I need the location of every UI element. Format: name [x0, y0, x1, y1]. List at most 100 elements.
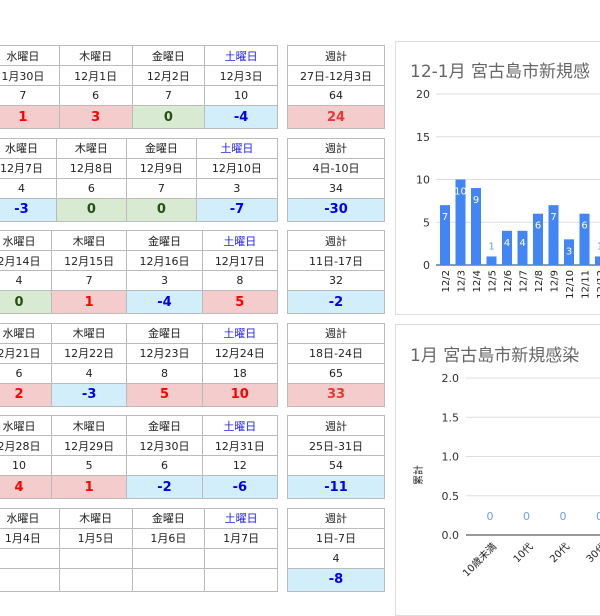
data-label: 6 — [535, 221, 541, 232]
date-cell: 12月29日 — [50, 435, 128, 456]
weekday-header: 土曜日 — [204, 45, 278, 66]
weekday-header: 木曜日 — [50, 322, 128, 344]
diff-cell: 5 — [126, 382, 203, 407]
range-cell: 18日-24日 — [287, 342, 385, 364]
data-label: 0 — [596, 510, 600, 523]
date-cell: 1月7日 — [204, 527, 278, 549]
x-tick-label: 12/11 — [581, 270, 592, 299]
weekday-header: 土曜日 — [201, 230, 279, 251]
range-cell: 11日-17日 — [287, 250, 385, 271]
range-cell: 4日-10日 — [287, 157, 385, 179]
week-total-table: 週計 25日-31日 54 -11 — [287, 415, 385, 499]
y-tick-label: 0.0 — [442, 529, 460, 542]
data-label: 7 — [442, 212, 448, 223]
diff-cell — [131, 567, 206, 592]
diff-cell: -2 — [126, 475, 203, 499]
weekday-header: 水曜日 — [0, 230, 52, 251]
diff-cell: 0 — [125, 197, 197, 222]
weekday-header: 木曜日 — [55, 137, 127, 159]
bar — [595, 256, 600, 265]
week-table: 水曜日 木曜日 金曜日 土曜日 1月4日 1月5日 1月6日 1月7日 — [0, 507, 278, 592]
date-cell: 12月3日 — [204, 65, 278, 86]
diff-cell: 1 — [50, 475, 128, 499]
bar — [486, 256, 497, 265]
data-label: 0 — [487, 510, 494, 523]
diff-cell: -3 — [50, 382, 128, 407]
total-header: 週計 — [287, 45, 385, 66]
weekday-header: 水曜日 — [0, 322, 52, 344]
data-label: 0 — [560, 510, 567, 523]
count-cell: 10 — [0, 455, 52, 476]
weekday-header: 金曜日 — [126, 415, 203, 436]
weekday-header: 金曜日 — [131, 45, 206, 66]
week-total-table: 週計 18日-24日 65 33 — [287, 322, 385, 407]
x-tick-label: 12/7 — [519, 270, 530, 292]
diff-cell: 4 — [0, 475, 52, 499]
range-cell: 1日-7日 — [287, 527, 385, 549]
date-cell: 12月23日 — [126, 342, 203, 364]
date-cell: 1月30日 — [0, 65, 60, 86]
count-cell: 7 — [50, 270, 128, 291]
bar — [533, 213, 543, 265]
count-cell: 6 — [58, 85, 133, 106]
week-table: 水曜日 木曜日 金曜日 土曜日 12月7日 12月8日 12月9日 12月10日 4 6 7 3 -3 0… — [0, 137, 279, 222]
diff-cell — [58, 567, 133, 592]
count-cell: 12 — [201, 455, 279, 476]
data-label: 1 — [597, 241, 600, 252]
count-cell: 4 — [0, 177, 57, 199]
count-cell: 4 — [50, 362, 128, 384]
daily-bar-chart: 0 5 10 15 20 7 12/2 10 12/3 9 12/4 1 12/5 4 12/6 4 12/7 6… — [416, 88, 600, 299]
x-tick-label: 12/9 — [550, 270, 561, 292]
date-cell: 1月6日 — [131, 527, 206, 549]
count-cell: 5 — [50, 455, 128, 476]
bar — [502, 230, 512, 265]
data-label: 10 — [454, 187, 467, 198]
range-cell: 27日-12月3日 — [287, 65, 385, 86]
total-cell: 34 — [287, 177, 385, 199]
x-tick-label: 12/6 — [503, 270, 514, 292]
week-table: 水曜日 木曜日 金曜日 土曜日 2月21日 12月22日 12月23日 12月24日 6 4 8 18… — [0, 322, 279, 407]
x-tick-label: 20代 — [548, 541, 573, 566]
diff-cell: 5 — [201, 290, 279, 314]
week-table: 水曜日 木曜日 金曜日 土曜日 2月14日 12月15日 12月16日 12月17日 4 7 3 8 0… — [0, 230, 279, 314]
diff-cell: -4 — [126, 290, 203, 314]
y-tick-label: 10 — [416, 174, 430, 187]
age-bar-chart: 0.0 0.5 1.0 1.5 2.0 累計 0 10歳未満 0 10代 0 20代 0 30代 — [412, 372, 600, 580]
y-tick-label: 0.5 — [442, 490, 460, 503]
count-cell: 7 — [131, 85, 206, 106]
count-cell: 4 — [0, 270, 52, 291]
x-tick-label: 12/5 — [488, 270, 499, 292]
diff-cell — [0, 567, 60, 592]
total-diff-cell: 33 — [287, 382, 385, 407]
weekday-header: 土曜日 — [204, 507, 278, 529]
diff-cell: -3 — [0, 197, 57, 222]
chart-title: 12-1月 宮古島市新規感 — [410, 62, 590, 82]
y-tick-label: 0 — [423, 259, 430, 272]
count-cell: 18 — [201, 362, 279, 384]
bar — [455, 179, 466, 265]
weekday-header: 木曜日 — [50, 230, 128, 251]
data-label: 0 — [523, 510, 530, 523]
count-cell: 10 — [204, 85, 278, 106]
count-cell: 6 — [0, 362, 52, 384]
x-tick-label: 30代 — [584, 541, 600, 566]
diff-cell: 3 — [58, 105, 133, 129]
data-label: 7 — [550, 212, 556, 223]
diff-cell: -7 — [195, 197, 279, 222]
total-cell: 64 — [287, 85, 385, 106]
bar — [579, 213, 590, 265]
x-tick-label: 12/12 — [596, 270, 600, 299]
data-label: 1 — [488, 241, 494, 252]
week-total-table: 週計 1日-7日 4 -8 — [287, 507, 385, 592]
date-cell: 2月14日 — [0, 250, 52, 271]
date-cell: 12月22日 — [50, 342, 128, 364]
week-table: 水曜日 木曜日 金曜日 土曜日 1月30日 12月1日 12月2日 12月3日 7 6 7 10 1 3 0… — [0, 45, 278, 129]
diff-cell: -6 — [201, 475, 279, 499]
x-tick-label: 10歳未満 — [460, 541, 499, 580]
weekday-header: 土曜日 — [201, 322, 279, 344]
weekday-header: 金曜日 — [131, 507, 206, 529]
weekday-header: 木曜日 — [58, 45, 133, 66]
weekday-header: 水曜日 — [0, 415, 52, 436]
date-cell: 12月8日 — [55, 157, 127, 179]
bar — [517, 230, 528, 265]
